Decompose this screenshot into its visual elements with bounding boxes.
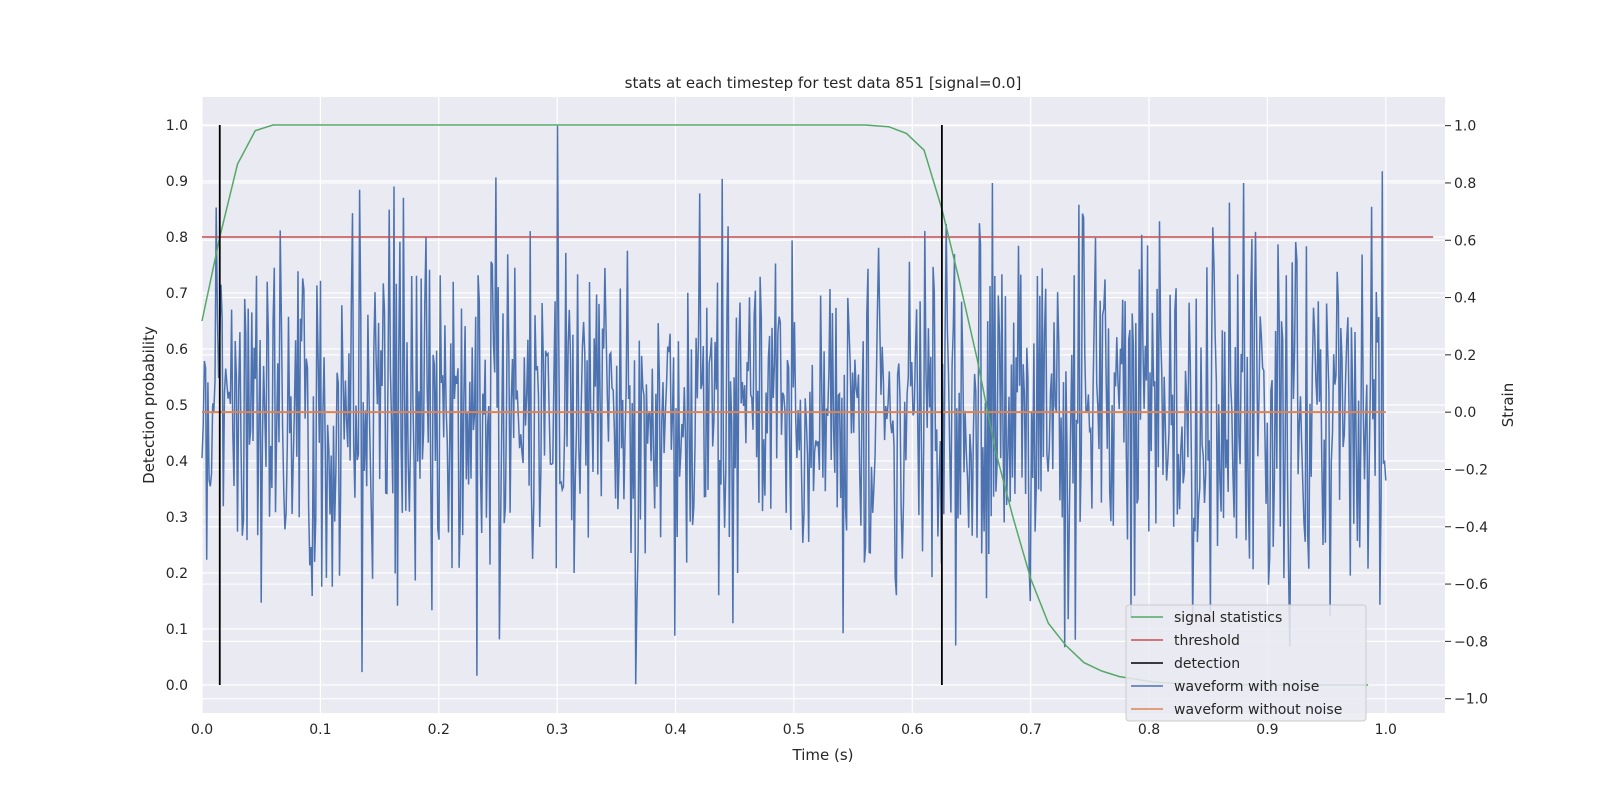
y-tick-label: 0.3 [166,510,188,526]
x-tick-label: 0.4 [664,722,686,738]
legend-label-signal-statistics: signal statistics [1174,610,1282,626]
y2-ticks: −1.0 −0.8 −0.6 −0.4 −0.2 0.0 0.2 0.4 0.6 0.8 1.0 [1445,119,1488,708]
x-tick-label: 0.8 [1138,722,1160,738]
x-tick-label: 0.1 [309,722,331,738]
y2-tick-label: 0.8 [1454,176,1476,192]
x-tick-label: 0.6 [901,722,923,738]
legend: signal statistics threshold detection wa… [1125,604,1367,722]
y-tick-label: 0.4 [166,454,188,470]
y-tick-label: 0.7 [166,286,188,302]
y-tick-label: 0.5 [166,398,188,414]
legend-label-threshold: threshold [1174,633,1240,649]
chart-title: stats at each timestep for test data 851… [625,74,1022,92]
x-tick-label: 0.7 [1020,722,1042,738]
y-tick-label: 0.0 [166,678,188,694]
y-tick-label: 0.2 [166,566,188,582]
y2-tick-label: −0.6 [1454,577,1488,593]
legend-box [1125,604,1367,722]
y-tick-label: 0.6 [166,342,188,358]
y2-tick-label: 0.0 [1454,405,1476,421]
x-tick-label: 0.2 [428,722,450,738]
y2-tick-label: −0.8 [1454,634,1488,650]
y2-tick-label: 0.6 [1454,233,1476,249]
y2-tick-label: 1.0 [1454,119,1476,135]
y-tick-label: 0.9 [166,174,188,190]
legend-label-waveform-with-noise: waveform with noise [1174,679,1319,695]
x-tick-label: 1.0 [1375,722,1397,738]
y2-tick-label: 0.2 [1454,348,1476,364]
y2-tick-label: −0.4 [1454,520,1488,536]
legend-label-detection: detection [1174,656,1240,672]
y2-axis-label: Strain [1499,383,1517,427]
series-layer [201,124,1434,686]
y2-tick-label: −0.2 [1454,462,1488,478]
y-tick-label: 0.8 [166,230,188,246]
x-tick-label: 0.3 [546,722,568,738]
y-ticks: 0.0 0.1 0.2 0.3 0.4 0.5 0.6 0.7 0.8 0.9 1.0 [166,118,188,694]
y2-tick-label: −1.0 [1454,692,1488,708]
series-waveform-with-noise [201,125,1387,685]
y-tick-label: 0.1 [166,622,188,638]
x-tick-label: 0.5 [783,722,805,738]
y-tick-label: 1.0 [166,118,188,134]
legend-label-waveform-without-noise: waveform without noise [1174,702,1342,718]
x-ticks: 0.0 0.1 0.2 0.3 0.4 0.5 0.6 0.7 0.8 0.9 1.0 [191,722,1397,738]
x-tick-label: 0.0 [191,722,213,738]
x-axis-label: Time (s) [792,746,854,764]
y-axis-label: Detection probability [140,326,158,484]
x-tick-label: 0.9 [1256,722,1278,738]
y2-tick-label: 0.4 [1454,291,1476,307]
